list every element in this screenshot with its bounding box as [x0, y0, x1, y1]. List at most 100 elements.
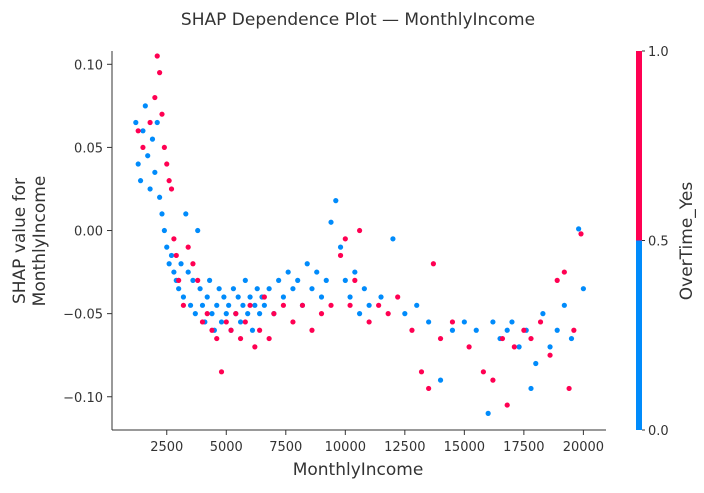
scatter-point	[166, 178, 172, 184]
scatter-point	[337, 244, 344, 250]
scatter-point	[235, 294, 241, 300]
scatter-point	[266, 286, 272, 292]
scatter-point	[233, 311, 239, 317]
y-axis-label-group: SHAP value for MonthlyIncome	[10, 176, 50, 307]
scatter-point	[418, 369, 425, 375]
scatter-point	[171, 236, 177, 242]
scatter-point	[426, 385, 432, 392]
scatter-point	[237, 335, 244, 342]
scatter-point	[190, 261, 196, 267]
scatter-point	[218, 369, 225, 375]
scatter-point	[187, 302, 194, 308]
scatter-point	[537, 319, 544, 325]
scatter-point	[147, 186, 153, 192]
scatter-point	[254, 286, 260, 292]
scatter-point	[566, 385, 572, 392]
scatter-point	[504, 327, 510, 333]
scatter-point	[252, 344, 258, 350]
scatter-point	[554, 327, 560, 333]
scatter-point	[242, 319, 248, 325]
scatter-point	[183, 211, 189, 217]
x-axis-label: MonthlyIncome	[293, 460, 424, 480]
scatter-point	[159, 211, 165, 217]
colorbar-tick-label: 1.0	[648, 45, 669, 60]
scatter-point	[378, 294, 384, 300]
scatter-point	[554, 277, 560, 283]
scatter-point	[237, 319, 244, 325]
colorbar-tick-label: 0.0	[648, 424, 669, 439]
scatter-point	[290, 286, 296, 292]
scatter-point	[461, 319, 467, 325]
scatter-point	[576, 226, 582, 232]
scatter-point	[437, 335, 444, 342]
scatter-point	[366, 302, 372, 308]
scatter-point	[240, 302, 246, 308]
scatter-point	[402, 311, 408, 317]
colorbar-ticks: 0.0 0.5 1.0	[642, 45, 669, 439]
scatter-point	[157, 194, 163, 200]
scatter-point	[176, 277, 182, 283]
scatter-point	[547, 344, 553, 350]
scatter-point	[290, 319, 296, 325]
x-tick-label: 20000	[563, 440, 604, 455]
scatter-point	[218, 319, 225, 325]
scatter-point	[271, 311, 277, 317]
scatter-point	[473, 327, 479, 333]
x-tick-label: 2500	[150, 440, 183, 455]
colorbar	[636, 51, 642, 430]
scatter-point	[285, 269, 291, 275]
scatter-point	[214, 335, 220, 342]
scatter-point	[352, 269, 358, 275]
scatter-point	[195, 227, 201, 234]
scatter-point	[509, 319, 515, 325]
scatter-point	[376, 302, 382, 308]
scatter-point	[195, 277, 201, 283]
scatter-point	[249, 327, 256, 333]
scatter-point	[247, 302, 253, 308]
scatter-point	[528, 335, 534, 342]
scatter-point	[204, 294, 210, 300]
scatter-point	[257, 311, 263, 317]
colorbar-label-group: OverTime_Yes	[677, 182, 697, 301]
scatter-point	[571, 327, 577, 333]
scatter-point	[318, 311, 325, 317]
scatter-point	[161, 144, 167, 151]
x-tick-label: 17500	[503, 440, 544, 455]
scatter-point	[180, 302, 187, 308]
scatter-point	[580, 286, 586, 292]
scatter-point	[356, 311, 363, 317]
scatter-point	[135, 161, 141, 167]
scatter-point	[145, 153, 151, 159]
scatter-point	[223, 311, 229, 317]
scatter-point	[221, 294, 227, 300]
x-tick-label: 12500	[384, 440, 425, 455]
scatter-point	[207, 277, 213, 283]
scatter-point	[171, 269, 177, 275]
scatter-point	[149, 136, 156, 142]
scatter-point	[204, 311, 210, 317]
scatter-point	[533, 360, 539, 367]
scatter-point	[168, 186, 175, 192]
scatter-point	[490, 377, 496, 383]
scatter-point	[521, 327, 527, 333]
scatter-point	[309, 327, 315, 333]
scatter-point	[261, 302, 267, 308]
scatter-point	[137, 178, 144, 184]
x-tick-label: 7500	[269, 440, 302, 455]
scatter-point	[449, 319, 456, 325]
scatter-point	[540, 311, 546, 317]
colorbar-tick-label: 0.5	[648, 235, 669, 250]
scatter-point	[166, 261, 172, 267]
scatter-point	[192, 311, 198, 317]
scatter-point	[356, 227, 363, 234]
scatter-point	[390, 236, 396, 242]
scatter-point	[528, 385, 534, 392]
scatter-point	[547, 352, 553, 358]
scatter-point	[152, 94, 158, 101]
scatter-point	[426, 319, 432, 325]
scatter-point	[190, 277, 196, 283]
scatter-point	[337, 252, 344, 259]
scatter-point	[366, 319, 372, 325]
scatter-point	[342, 277, 348, 283]
